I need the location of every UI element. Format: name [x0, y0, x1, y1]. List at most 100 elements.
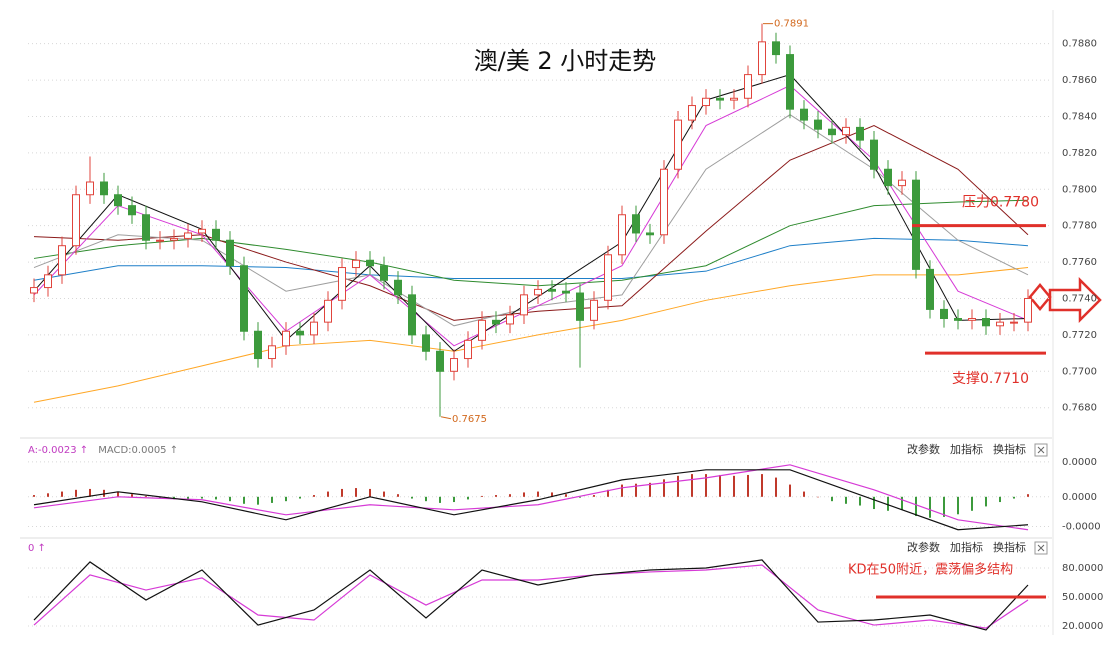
candle-body: [212, 228, 220, 241]
candle-body: [1024, 297, 1032, 323]
macd-bar: [915, 496, 917, 517]
candle-body: [492, 319, 500, 325]
macd-bar: [523, 492, 525, 497]
macd-bar: [803, 491, 805, 497]
candle-body: [884, 168, 892, 187]
toolbar-button[interactable]: 加指标: [950, 442, 983, 456]
toolbar-button[interactable]: 改参数: [907, 442, 940, 456]
candle-body: [128, 205, 136, 216]
macd-bar: [509, 494, 511, 497]
macd-bar: [663, 479, 665, 497]
y-tick-label: 20.0000: [1062, 621, 1103, 632]
candle-body: [730, 97, 738, 101]
candle-body: [156, 239, 164, 242]
arrow-icon: [1028, 283, 1052, 311]
candle-body: [58, 245, 66, 276]
macd-bar: [859, 496, 861, 506]
candle-body: [282, 330, 290, 347]
macd-bar: [355, 488, 357, 497]
candle-body: [604, 254, 612, 301]
candle-body: [758, 41, 766, 76]
candle-body: [394, 279, 402, 296]
macd-bar: [901, 496, 903, 510]
macd-bar: [943, 496, 945, 517]
candle-body: [660, 168, 668, 236]
y-tick-label: 0.0000: [1062, 457, 1097, 468]
macd-bar: [733, 475, 735, 497]
candle-body: [674, 119, 682, 170]
candle-body: [422, 334, 430, 352]
y-tick-label: 80.0000: [1062, 563, 1103, 574]
candle-body: [506, 314, 514, 325]
candle-body: [30, 287, 38, 294]
macd-bar: [775, 477, 777, 497]
close-button[interactable]: [1034, 443, 1048, 457]
indicator-label: MACD:0.0005 ↑: [98, 445, 178, 456]
macd-bar: [313, 495, 315, 497]
arrow-icon: [1048, 276, 1102, 324]
candle-body: [632, 214, 640, 234]
candle-body: [716, 97, 724, 101]
indicator-line: [33, 237, 1029, 281]
candle-body: [548, 288, 556, 292]
macd-bar: [369, 488, 371, 497]
candle-body: [44, 274, 52, 289]
candle-body: [814, 119, 822, 130]
macd-bar: [593, 495, 595, 497]
macd-bar: [103, 489, 105, 497]
macd-bar: [425, 496, 427, 502]
candle-body: [478, 319, 486, 341]
y-tick-label: 0.7840: [1062, 111, 1097, 122]
macd-bar: [145, 495, 147, 497]
macd-bar: [383, 491, 385, 497]
candle-body: [296, 330, 304, 336]
macd-bar: [481, 495, 483, 497]
candle-body: [142, 214, 150, 241]
macd-bar: [985, 496, 987, 507]
macd-bar: [677, 475, 679, 497]
macd-bar: [75, 489, 77, 497]
indicator-label: 0 ↑: [28, 543, 46, 554]
candle-body: [170, 237, 178, 241]
macd-bar: [873, 496, 875, 510]
macd-bar: [117, 491, 119, 497]
macd-bar: [257, 496, 259, 505]
macd-bar: [215, 496, 217, 500]
close-button[interactable]: [1034, 541, 1048, 555]
macd-bar: [929, 496, 931, 518]
macd-bar: [887, 496, 889, 511]
macd-bar: [299, 496, 301, 499]
level-label: 支撑0.7710: [952, 371, 1029, 387]
toolbar-button[interactable]: 换指标: [993, 442, 1026, 456]
y-tick-label: 0.0000: [1062, 492, 1097, 503]
macd-bar: [327, 491, 329, 497]
macd-bar: [495, 495, 497, 497]
candle-body: [940, 308, 948, 320]
candle-body: [800, 108, 808, 121]
toolbar-button[interactable]: 改参数: [907, 540, 940, 554]
macd-bar: [761, 474, 763, 497]
macd-bar: [61, 491, 63, 497]
candle-body: [898, 179, 906, 187]
chart-title: 澳/美 2 小时走势: [474, 47, 657, 75]
candle-body: [590, 299, 598, 321]
extreme-label: 0.7891: [774, 19, 809, 30]
toolbar-button[interactable]: 换指标: [993, 540, 1026, 554]
toolbar-button[interactable]: 加指标: [950, 540, 983, 554]
candle-body: [268, 345, 276, 360]
indicator-line: [33, 464, 1029, 531]
indicator-line: [33, 267, 1029, 403]
macd-bar: [621, 484, 623, 497]
candle-body: [534, 288, 542, 296]
y-tick-label: 50.0000: [1062, 592, 1103, 603]
candle-body: [366, 259, 374, 267]
macd-bar: [411, 496, 413, 499]
macd-bar: [957, 496, 959, 515]
candle-body: [772, 41, 780, 56]
macd-bar: [719, 474, 721, 497]
candle-body: [254, 330, 262, 360]
macd-bar: [635, 483, 637, 497]
candle-body: [954, 318, 962, 321]
